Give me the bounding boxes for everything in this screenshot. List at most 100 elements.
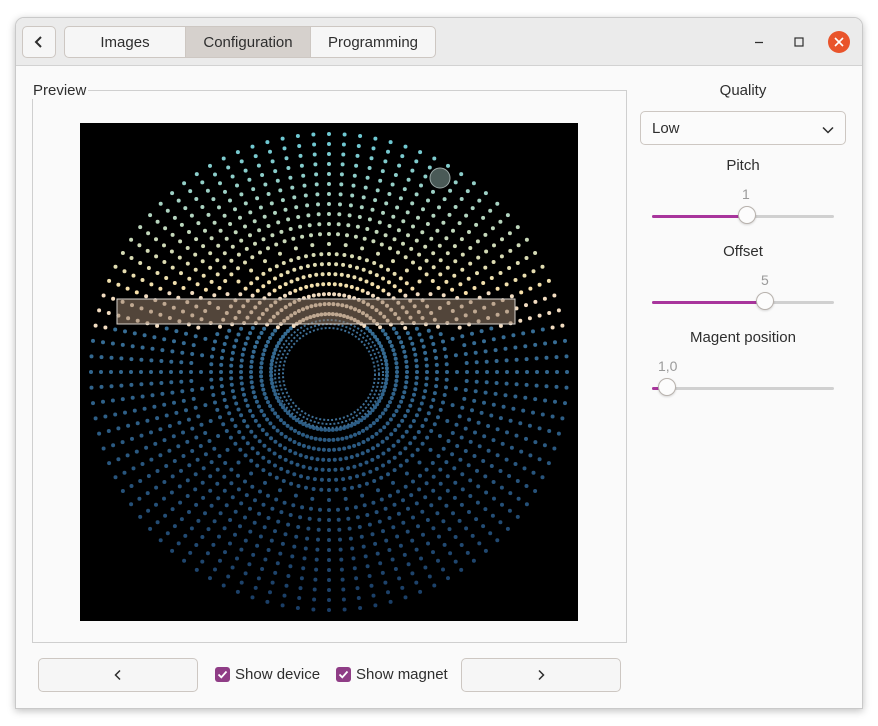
led-dot: [392, 455, 397, 460]
led-dot: [249, 375, 254, 380]
tab-programming[interactable]: Programming: [327, 33, 419, 51]
led-dot: [355, 515, 360, 520]
led-dot: [289, 481, 294, 486]
magnet-position-slider[interactable]: [652, 378, 834, 396]
led-dot: [521, 408, 526, 413]
led-dot: [193, 334, 198, 339]
led-dot: [249, 370, 253, 374]
tab-images[interactable]: Images: [65, 27, 186, 57]
led-dot: [444, 362, 449, 367]
led-dot: [270, 580, 275, 585]
led-dot: [309, 283, 314, 288]
maximize-icon[interactable]: [790, 33, 808, 51]
led-dot: [383, 506, 388, 511]
led-dot: [381, 351, 386, 356]
led-dot: [383, 407, 388, 412]
led-dot: [116, 457, 121, 462]
led-dot: [203, 403, 208, 408]
led-dot: [179, 360, 184, 365]
led-dot: [357, 256, 362, 260]
led-dot: [158, 538, 163, 543]
led-dot: [341, 152, 346, 157]
led-dot: [417, 460, 422, 465]
led-dot: [122, 470, 127, 475]
header-bar: Images Configuration Programming: [16, 18, 862, 66]
led-dot: [298, 153, 303, 158]
pitch-slider[interactable]: [652, 206, 834, 224]
show-device-toggle[interactable]: Show device: [215, 666, 320, 683]
led-dot: [193, 472, 198, 477]
led-dot: [222, 342, 227, 346]
led-dot: [89, 385, 94, 390]
led-dot: [310, 243, 315, 248]
led-dot: [314, 272, 319, 277]
tab-configuration[interactable]: Configuration: [186, 27, 311, 57]
led-dot: [533, 342, 538, 347]
magnet-position-slider-handle[interactable]: [657, 378, 676, 396]
led-dot: [408, 403, 413, 408]
led-dot: [249, 380, 254, 385]
led-dot: [288, 513, 293, 517]
led-dot: [250, 484, 255, 489]
led-dot: [311, 132, 316, 137]
led-dot: [319, 262, 324, 267]
led-dot: [288, 227, 293, 231]
led-dot: [508, 248, 513, 253]
led-dot: [251, 349, 256, 354]
led-dot: [170, 507, 175, 512]
previous-button[interactable]: [38, 658, 198, 692]
led-dot: [476, 255, 481, 260]
led-dot: [356, 420, 360, 425]
show-magnet-checkbox[interactable]: [336, 667, 351, 682]
led-dot: [281, 261, 286, 265]
led-dot: [230, 417, 235, 422]
offset-slider[interactable]: [652, 292, 834, 310]
led-dot: [236, 252, 241, 257]
led-dot: [245, 441, 250, 446]
led-dot: [309, 233, 313, 238]
led-dot: [144, 294, 149, 299]
led-dot: [483, 265, 488, 270]
led-dot: [268, 404, 273, 408]
led-dot: [294, 205, 299, 210]
next-button[interactable]: [461, 658, 621, 692]
led-dot: [420, 424, 425, 428]
led-dot: [383, 381, 388, 386]
led-dot: [188, 550, 193, 555]
led-dot: [145, 491, 150, 496]
led-dot: [414, 358, 419, 363]
led-dot: [473, 430, 477, 435]
led-dot: [327, 438, 331, 442]
led-dot: [401, 498, 405, 503]
led-dot: [230, 244, 235, 249]
led-dot: [125, 453, 130, 458]
led-dot: [466, 276, 471, 281]
led-dot: [286, 217, 291, 222]
led-dot: [293, 428, 297, 433]
led-dot: [365, 564, 370, 569]
led-dot: [229, 357, 234, 362]
led-dot: [344, 456, 349, 461]
led-dot: [138, 479, 143, 483]
pitch-slider-handle[interactable]: [737, 206, 756, 224]
led-dot: [524, 484, 529, 488]
led-dot: [320, 467, 325, 472]
quality-dropdown[interactable]: Low: [640, 111, 846, 145]
close-button[interactable]: [828, 31, 850, 53]
minimize-icon[interactable]: [750, 33, 768, 51]
show-magnet-toggle[interactable]: Show magnet: [336, 666, 448, 683]
led-dot: [352, 443, 357, 448]
led-dot: [453, 180, 458, 185]
offset-slider-handle[interactable]: [755, 292, 774, 310]
led-dot: [295, 277, 300, 282]
back-button[interactable]: [22, 26, 56, 58]
led-dot: [554, 384, 559, 389]
led-dot: [468, 439, 473, 444]
show-device-checkbox[interactable]: [215, 667, 230, 682]
led-dot: [274, 475, 279, 480]
led-dot: [199, 422, 204, 427]
led-dot: [305, 434, 310, 439]
led-dot: [505, 430, 509, 435]
led-dot: [139, 433, 144, 438]
led-dot: [196, 518, 201, 523]
